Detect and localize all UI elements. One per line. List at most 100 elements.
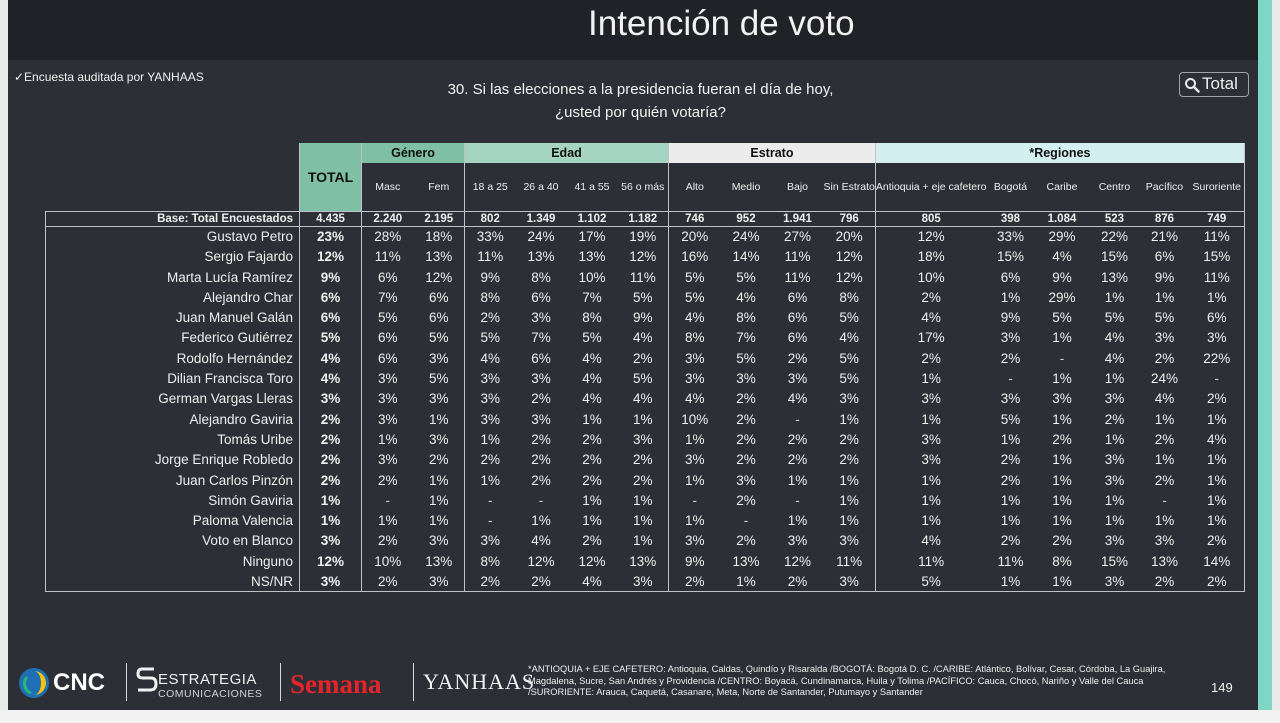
value-cell: 11% (874, 551, 987, 572)
value-cell: 4% (632, 391, 653, 407)
value-cell: 6% (361, 327, 414, 349)
question-line-2: ¿usted por quién votaría? (555, 104, 726, 121)
column-header: 18 a 25 (464, 163, 516, 212)
value-cell: 3% (361, 449, 414, 470)
value-cell: 2% (515, 571, 567, 593)
value-cell: - (1059, 350, 1065, 366)
value-cell: 1% (1189, 490, 1245, 511)
value-cell: 4% (1104, 330, 1125, 346)
value-cell: 1% (582, 411, 602, 427)
value-cell: 3% (632, 431, 653, 447)
value-cell: 27% (783, 229, 812, 245)
group-estrato: Estrato (668, 143, 876, 164)
value-cell: 1% (1104, 492, 1125, 508)
value-cell: 2% (361, 469, 414, 491)
estrategia-logo-icon (136, 667, 158, 692)
value-cell: 3% (1154, 330, 1175, 346)
value-cell: 12% (425, 269, 453, 285)
value-cell: 8% (582, 310, 602, 326)
column-header: Alto (668, 163, 721, 212)
value-cell: 2% (839, 452, 859, 468)
value-cell: 1% (582, 513, 602, 529)
value-cell: 2% (668, 571, 721, 593)
value-cell: 1% (1104, 431, 1125, 447)
table-row: Ninguno 12% 10% 13% 8% 12% 12% 13% 9% 13% 12% 11% 11… (45, 551, 1245, 572)
value-cell: 5% (632, 371, 653, 387)
value-cell: 10% (361, 551, 414, 572)
value-cell: - (464, 490, 516, 511)
candidate-name: Jorge Enrique Robledo (45, 449, 300, 470)
column-header: 26 a 40 (515, 163, 567, 212)
total-filter-button[interactable]: Total (1179, 72, 1249, 97)
value-cell: 4% (464, 348, 516, 369)
value-cell: 5% (839, 371, 859, 387)
column-header: Masc (361, 163, 414, 212)
value-cell: 11% (1189, 226, 1245, 247)
audit-label: ✓Encuesta auditada por YANHAAS (14, 70, 204, 84)
value-cell: 12% (783, 553, 812, 569)
value-cell: 746 (668, 210, 721, 227)
total-cell: 4.435 (299, 210, 362, 227)
value-cell: 13% (1150, 553, 1178, 569)
total-cell: 23% (299, 226, 362, 247)
value-cell: 3% (1000, 330, 1021, 346)
total-cell: 6% (299, 307, 362, 328)
value-cell: 5% (1154, 310, 1175, 326)
table-row: Juan Carlos Pinzón 2% 2% 1% 1% 2% 2% 2% 1% 3% 1% 1%… (45, 469, 1245, 491)
value-cell: 1% (1189, 449, 1245, 470)
column-header: 41 a 55 (566, 163, 618, 212)
value-cell: 4% (736, 289, 756, 305)
value-cell: 12% (527, 553, 555, 569)
value-cell: 29% (1048, 229, 1076, 245)
value-cell: 2% (1154, 350, 1175, 366)
results-table: TOTAL Género Edad Estrato *Regiones Masc… (45, 143, 1245, 593)
value-cell: 5% (839, 310, 859, 326)
value-cell: 2% (1052, 533, 1072, 549)
value-cell: 3% (874, 388, 987, 409)
value-cell: 6% (787, 310, 808, 326)
search-icon (1185, 78, 1200, 93)
value-cell: 1% (1052, 513, 1072, 529)
value-cell: 16% (668, 246, 721, 267)
value-cell: 4% (1154, 391, 1175, 407)
value-cell: 2% (1000, 350, 1021, 366)
table-row: Dilian Francisca Toro 4% 3% 5% 3% 3% 4% 5% 3% 3% 3… (45, 368, 1245, 389)
column-header: Medio (720, 163, 772, 212)
value-cell: 2% (736, 452, 756, 468)
value-cell: 17% (874, 327, 987, 349)
value-cell: 6% (1154, 249, 1175, 265)
value-cell: - (464, 510, 516, 531)
value-cell: 5% (736, 350, 756, 366)
value-cell: 1% (1104, 289, 1125, 305)
value-cell: 11% (464, 246, 516, 267)
value-cell: 3% (464, 408, 516, 430)
value-cell: 5% (428, 371, 449, 387)
value-cell: 4% (531, 533, 551, 549)
value-cell: 3% (361, 368, 414, 389)
value-cell: 876 (1139, 210, 1190, 227)
value-cell: 1% (632, 533, 653, 549)
value-cell: 11% (784, 249, 811, 265)
value-cell: 2% (736, 492, 756, 508)
total-cell: 1% (299, 510, 362, 531)
value-cell: 3% (464, 388, 516, 409)
value-cell: 5% (1052, 310, 1072, 326)
value-cell: 1% (668, 510, 721, 531)
table-row: Alejandro Gaviria 2% 3% 1% 3% 3% 1% 1% 10% 2% -1% 1… (45, 408, 1245, 430)
value-cell: 1% (1000, 431, 1021, 447)
value-cell: 1% (1154, 411, 1175, 427)
value-cell: 1% (582, 492, 602, 508)
base-label: Base: Total Encuestados (45, 210, 300, 227)
value-cell: 22% (1100, 229, 1128, 245)
value-cell: 1% (531, 513, 551, 529)
value-cell: 3% (1104, 533, 1125, 549)
table-row: NS/NR 3% 2% 3% 2% 2% 4% 3% 2% 1% 2% 3% 5% 1% 1% 3% 2% 2% (45, 571, 1245, 593)
value-cell: 1% (787, 513, 808, 529)
value-cell: 4% (632, 330, 653, 346)
total-cell: 12% (299, 246, 362, 267)
value-cell: 3% (839, 533, 859, 549)
value-cell: 2% (632, 472, 653, 488)
value-cell: 2% (531, 391, 551, 407)
value-cell: 4% (582, 371, 602, 387)
value-cell: - (743, 513, 749, 529)
